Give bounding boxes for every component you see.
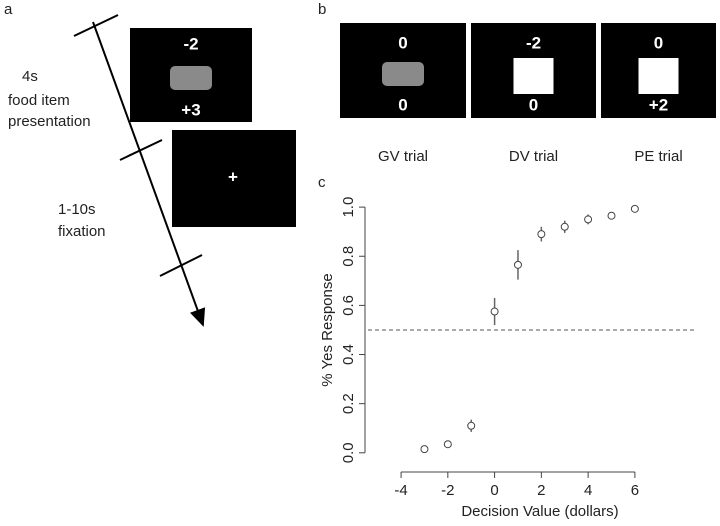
description: presentation [8, 113, 91, 130]
data-point [420, 445, 429, 454]
data-point [630, 204, 639, 213]
trial-label: GV trial [378, 148, 428, 165]
panel-label: c [318, 174, 326, 191]
screen-text: 0 [529, 95, 538, 114]
timeline [92, 21, 206, 327]
data-point [443, 440, 452, 449]
food-image [170, 66, 212, 90]
x-tick-label: -2 [441, 482, 454, 499]
duration: 1-10s [58, 201, 96, 218]
description: food item [8, 92, 70, 109]
trial-label: PE trial [634, 148, 682, 165]
y-axis-label: % Yes Response [319, 273, 336, 386]
data-point [513, 260, 522, 269]
screen-text: 0 [398, 33, 407, 52]
trial-label: DV trial [509, 148, 558, 165]
timeline-tick [73, 14, 119, 37]
panel-label: b [318, 1, 326, 18]
blank-image [638, 58, 679, 94]
panel-label: a [4, 1, 13, 18]
data-point [537, 230, 546, 239]
data-point [560, 222, 569, 231]
x-tick-label: 2 [537, 482, 545, 499]
data-point [490, 307, 499, 316]
y-tick-label: 0.0 [340, 442, 357, 463]
food-image [382, 62, 424, 86]
duration: 4s [22, 68, 38, 85]
x-tick-label: 4 [584, 482, 592, 499]
data-point [607, 211, 616, 220]
fixation-cross: + [228, 167, 238, 186]
screen-text: +3 [181, 100, 200, 119]
x-tick-label: 6 [631, 482, 639, 499]
timeline-tick [119, 139, 163, 161]
screen [172, 130, 296, 227]
blank-image [513, 58, 554, 94]
y-tick-label: 0.6 [340, 295, 357, 316]
screen-text: +2 [649, 95, 668, 114]
screen-text: -2 [526, 33, 541, 52]
timeline-tick [159, 254, 203, 277]
x-axis-label: Decision Value (dollars) [461, 503, 618, 520]
description: fixation [58, 223, 106, 240]
y-tick-label: 0.4 [340, 344, 357, 365]
screen-text: 0 [398, 95, 407, 114]
y-tick-label: 0.2 [340, 393, 357, 414]
data-point [584, 215, 593, 224]
x-tick-label: -4 [394, 482, 407, 499]
data-point [467, 421, 476, 430]
y-tick-label: 1.0 [340, 197, 357, 218]
screen-text: 0 [654, 33, 663, 52]
x-tick-label: 0 [490, 482, 498, 499]
y-tick-label: 0.8 [340, 246, 357, 267]
screen-text: -2 [183, 34, 198, 53]
